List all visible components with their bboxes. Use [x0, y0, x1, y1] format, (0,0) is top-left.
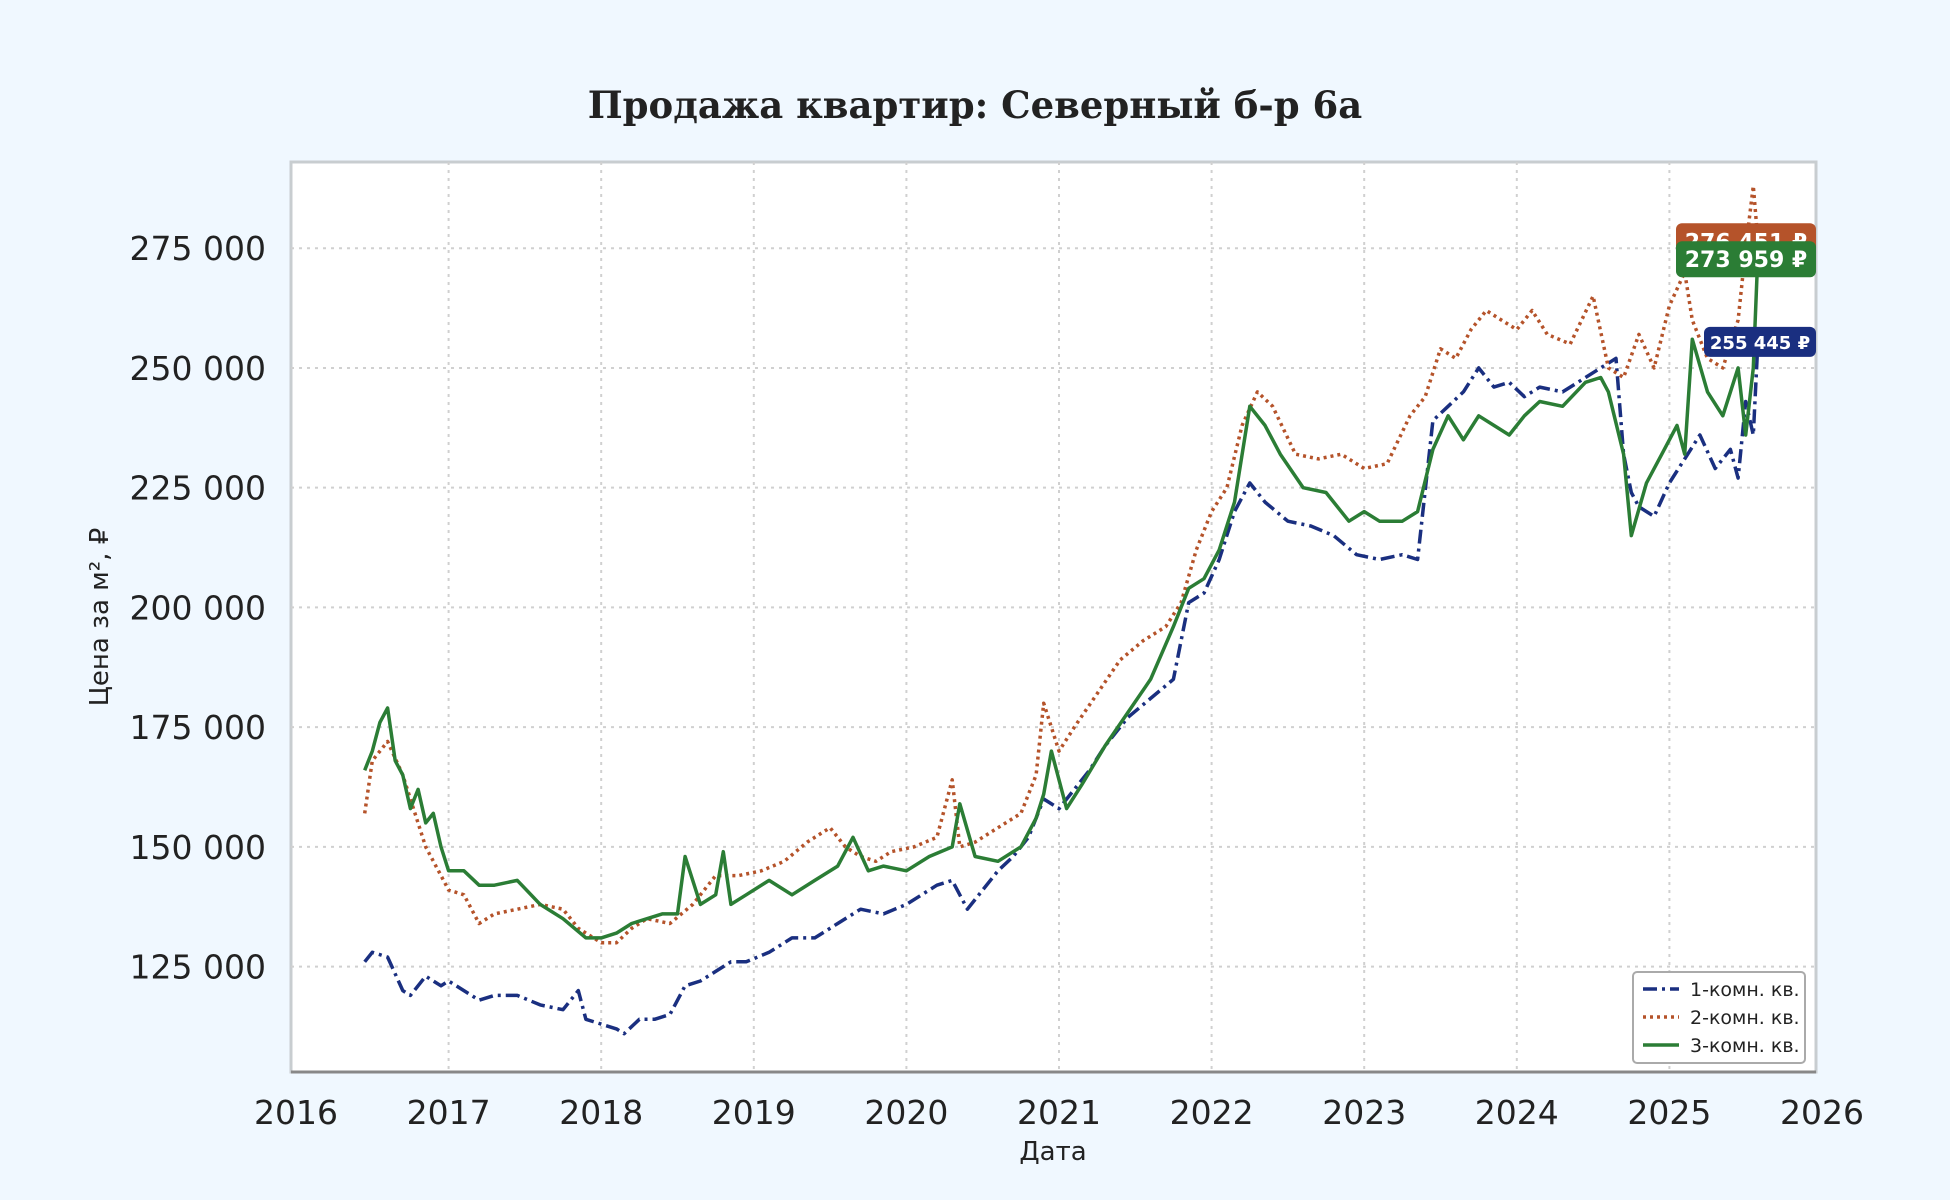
- plot-area: [289, 160, 1818, 1074]
- end-value-badge: [1676, 241, 1816, 278]
- legend: 1-комн. кв. 2-комн. кв. 3-комн. кв.: [1632, 971, 1806, 1064]
- x-tick-label: 2021: [1017, 1093, 1101, 1132]
- x-tick-label: 2025: [1627, 1093, 1711, 1132]
- end-value-badge: [1704, 326, 1816, 357]
- x-tick-label: 2024: [1475, 1093, 1559, 1132]
- y-tick-label: 150 000: [130, 828, 266, 867]
- x-tick-label: 2016: [254, 1093, 338, 1132]
- y-tick-label: 200 000: [130, 588, 266, 627]
- y-axis-label: Цена за м², ₽: [85, 528, 115, 707]
- legend-label: 1-комн. кв.: [1690, 979, 1800, 1001]
- x-tick-label: 2018: [559, 1093, 643, 1132]
- x-tick-label: 2026: [1780, 1093, 1864, 1132]
- legend-box: [1632, 971, 1806, 1064]
- x-tick-labels: 2016 2017 2018 2019 2020 2021 2022 2023 2024 2025…: [254, 1093, 1864, 1132]
- x-tick-label: 2023: [1322, 1093, 1406, 1132]
- legend-label: 3-комн. кв.: [1690, 1035, 1800, 1057]
- y-tick-label: 125 000: [130, 948, 266, 987]
- x-axis-label: Дата: [1019, 1137, 1086, 1167]
- y-tick-labels: 125 000 150 000 175 000 200 000 225 000 250 0…: [130, 229, 266, 986]
- series-line-1: [363, 341, 1760, 1036]
- series-line-2: [362, 184, 1760, 945]
- chart-title: Продажа квартир: Северный б-р 6а: [588, 83, 1363, 127]
- y-tick-label: 225 000: [130, 469, 266, 508]
- end-value-label: 273 959 ₽: [1685, 248, 1807, 273]
- end-value-badges: 276 451 ₽273 959 ₽255 445 ₽: [1676, 223, 1816, 357]
- y-tick-label: 175 000: [130, 708, 266, 747]
- grid: [291, 162, 1816, 1072]
- x-tick-label: 2020: [864, 1093, 948, 1132]
- x-tick-label: 2017: [407, 1093, 491, 1132]
- y-tick-label: 250 000: [130, 349, 266, 388]
- legend-label: 2-комн. кв.: [1690, 1007, 1800, 1029]
- x-tick-label: 2022: [1170, 1093, 1254, 1132]
- series-layer: [362, 184, 1760, 1036]
- y-tick-label: 275 000: [130, 229, 266, 268]
- series-line-3: [363, 253, 1760, 940]
- x-tick-label: 2019: [712, 1093, 796, 1132]
- end-value-label: 255 445 ₽: [1710, 333, 1810, 354]
